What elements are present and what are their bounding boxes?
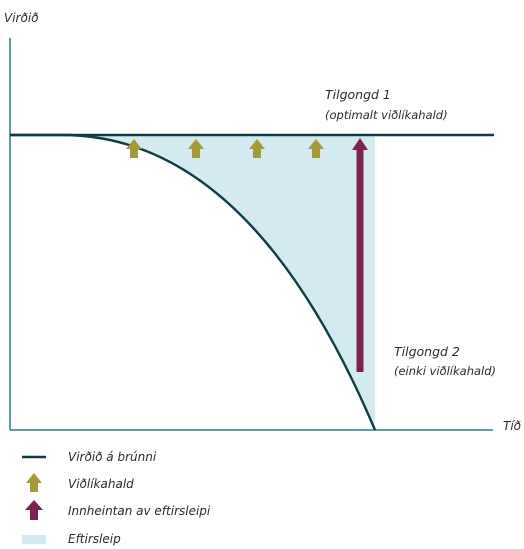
legend-item-area: Eftirsleip <box>22 532 121 546</box>
legend-label-recovery: Innheintan av eftirsleipi <box>68 504 211 518</box>
legend-item-maintenance: Viðlíkahald <box>26 473 134 492</box>
legend-item-recovery: Innheintan av eftirsleipi <box>25 500 211 520</box>
legend-area-swatch <box>22 535 46 544</box>
legend-maintenance-arrow-icon <box>26 473 42 492</box>
scenario2-curve <box>10 133 377 431</box>
recovery-arrow <box>352 138 368 372</box>
scenario2-subtitle: (einki viðlíkahald) <box>394 364 496 378</box>
legend-label-maintenance: Viðlíkahald <box>68 477 134 491</box>
scenario1-subtitle: (optimalt viðlíkahald) <box>325 108 448 122</box>
maintenance-arrow-1 <box>126 139 142 158</box>
maintenance-arrow-2 <box>188 139 204 158</box>
scenario2-title: Tilgongd 2 <box>394 344 460 359</box>
x-axis-label: Tíð <box>503 419 522 433</box>
scenario1-title: Tilgongd 1 <box>325 87 391 102</box>
y-axis-label: Virðið <box>4 11 39 25</box>
legend-recovery-arrow-icon <box>25 500 43 520</box>
legend-label-line: Virðið á brúnni <box>68 450 157 464</box>
legend-label-area: Eftirsleip <box>68 532 121 546</box>
maintenance-arrow-4 <box>308 139 324 158</box>
legend: Virðið á brúnni Viðlíkahald Innheintan a… <box>22 450 211 546</box>
maintenance-arrow-3 <box>249 139 265 158</box>
legend-item-line: Virðið á brúnni <box>22 450 157 464</box>
backlog-area <box>62 135 375 430</box>
